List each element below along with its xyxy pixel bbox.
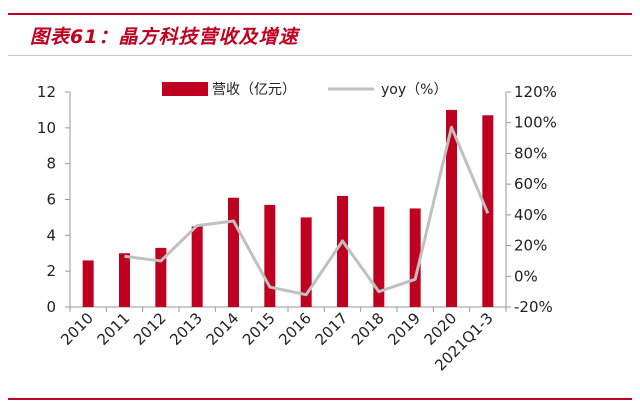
x-tick-label: 2016 bbox=[275, 309, 315, 349]
x-tick-label: 2011 bbox=[94, 309, 134, 349]
top-rule bbox=[8, 13, 632, 15]
left-y-tick-label: 12 bbox=[37, 83, 56, 101]
right-y-tick-label: 60% bbox=[514, 175, 547, 193]
x-tick-label: 2010 bbox=[57, 309, 97, 349]
left-y-tick-label: 8 bbox=[46, 155, 56, 173]
x-tick-label: 2012 bbox=[130, 309, 170, 349]
revenue-bar bbox=[446, 109, 457, 308]
right-y-tick-label: 0% bbox=[514, 267, 538, 285]
x-tick-label: 2019 bbox=[384, 309, 424, 349]
bottom-rule bbox=[8, 398, 632, 400]
x-tick-label: 2014 bbox=[203, 309, 243, 349]
revenue-bar bbox=[373, 206, 385, 307]
x-tick-labels: 2010201120122013201420152016201720182019… bbox=[57, 307, 507, 374]
revenue-bar bbox=[228, 197, 239, 307]
x-tick-label: 2018 bbox=[348, 309, 388, 349]
legend-bar-swatch bbox=[162, 82, 208, 96]
left-y-tick-label: 4 bbox=[46, 226, 56, 244]
revenue-bar bbox=[155, 247, 167, 307]
revenue-bar bbox=[337, 195, 348, 307]
right-y-tick-label: 20% bbox=[514, 237, 547, 255]
legend-line-label: yoy（%） bbox=[381, 82, 447, 98]
left-y-tick-label: 2 bbox=[46, 262, 56, 280]
left-y-tick-label: 10 bbox=[37, 119, 56, 137]
revenue-bar bbox=[409, 208, 421, 307]
x-tick-label: 2013 bbox=[166, 309, 206, 349]
left-y-tick-labels: 0 2 4 6 8 10 12 bbox=[37, 83, 70, 316]
right-y-tick-label: 120% bbox=[514, 83, 557, 101]
title-divider bbox=[8, 55, 632, 56]
chart-title: 图表61：晶方科技营收及增速 bbox=[30, 26, 299, 48]
legend: 营收（亿元） yoy（%） bbox=[162, 82, 447, 98]
revenue-bar bbox=[191, 226, 203, 307]
right-y-tick-label: -20% bbox=[514, 298, 553, 316]
legend-bar-label: 营收（亿元） bbox=[212, 82, 296, 98]
right-y-tick-label: 100% bbox=[514, 114, 557, 132]
revenue-bar bbox=[119, 253, 130, 307]
revenue-bar bbox=[82, 260, 94, 307]
x-tick-label: 2017 bbox=[312, 309, 352, 349]
left-y-tick-label: 0 bbox=[46, 298, 56, 316]
yoy-line bbox=[124, 125, 490, 297]
x-tick-label: 2015 bbox=[239, 309, 279, 349]
revenue-bar bbox=[300, 217, 312, 307]
revenue-bar bbox=[264, 204, 276, 307]
right-y-tick-label: 80% bbox=[514, 144, 547, 162]
left-y-tick-label: 6 bbox=[46, 191, 56, 209]
right-y-tick-label: 40% bbox=[514, 206, 547, 224]
right-y-tick-labels: -20% 0% 20% 40% 60% 80% 100% 120% bbox=[506, 83, 557, 316]
